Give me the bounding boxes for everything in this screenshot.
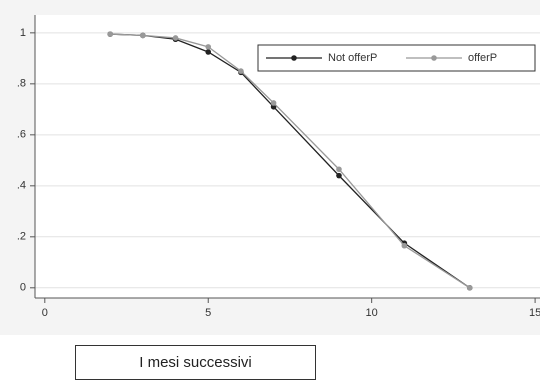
y-tick-label: 1 (20, 27, 26, 39)
y-tick-label: .6 (17, 129, 26, 141)
legend-label: offerP (468, 52, 497, 64)
point (107, 31, 113, 37)
point (238, 68, 244, 74)
y-tick-label: 0 (20, 282, 26, 294)
point (336, 166, 342, 173)
y-tick-label: .8 (17, 78, 26, 90)
x-tick-label: 0 (42, 307, 48, 319)
legend-marker (431, 55, 437, 61)
x-tick-label: 10 (366, 307, 378, 319)
point (466, 285, 473, 291)
y-tick-label: .4 (17, 180, 26, 192)
legend-marker (291, 55, 297, 61)
point (205, 49, 212, 55)
point (205, 44, 212, 50)
point (140, 32, 146, 39)
point (401, 242, 408, 249)
x-tick-label: 15 (529, 307, 540, 319)
point (172, 35, 179, 41)
point (336, 172, 342, 179)
point (270, 100, 277, 106)
legend-label: Not offerP (328, 52, 377, 64)
x-tick-label: 5 (205, 307, 211, 319)
y-tick-label: .2 (17, 231, 26, 243)
x-axis-title: I mesi successivi (75, 345, 316, 380)
